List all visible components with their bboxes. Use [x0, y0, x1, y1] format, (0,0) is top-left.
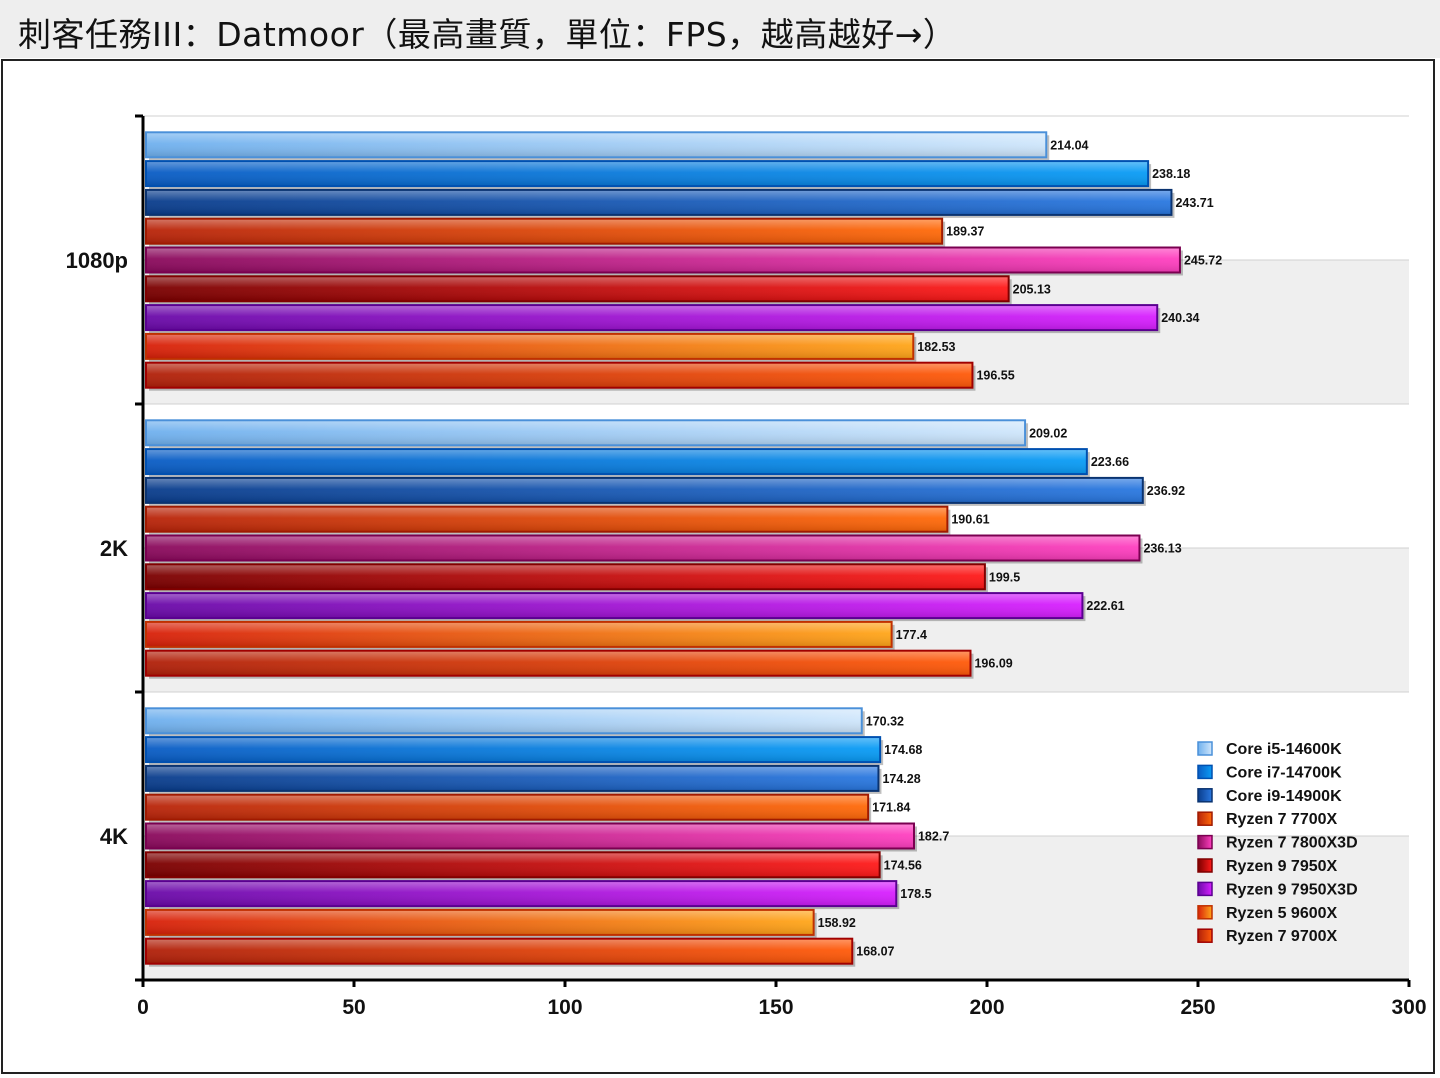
bar-highlight [147, 594, 1082, 618]
category-label: 2K [100, 536, 128, 561]
bar-highlight [147, 709, 861, 733]
bar-highlight [147, 824, 913, 848]
bar-value-label: 196.55 [976, 369, 1014, 383]
legend-label: Ryzen 7 7700X [1226, 811, 1338, 828]
bar-highlight [147, 162, 1148, 186]
category-label: 1080p [66, 248, 128, 273]
bar-value-label: 182.53 [917, 340, 955, 354]
legend-label: Ryzen 9 7950X [1226, 858, 1338, 875]
x-tick-label: 50 [342, 996, 365, 1019]
bar-highlight [147, 766, 878, 790]
bar-highlight [147, 853, 879, 877]
bar-highlight [147, 910, 813, 934]
legend-swatch [1197, 905, 1213, 920]
legend-swatch [1197, 788, 1213, 803]
bar-highlight [147, 651, 970, 675]
bar-highlight [147, 421, 1025, 445]
bar-value-label: 223.66 [1091, 455, 1129, 469]
bar-value-label: 238.18 [1152, 167, 1190, 181]
bar-value-label: 177.4 [896, 628, 927, 642]
legend-swatch [1197, 834, 1213, 850]
x-tick-label: 250 [1180, 996, 1215, 1019]
bar-value-label: 236.92 [1147, 484, 1185, 498]
x-tick-label: 100 [547, 996, 582, 1019]
x-tick-label: 150 [758, 996, 793, 1019]
bar-highlight [147, 306, 1157, 330]
legend-swatch [1197, 764, 1213, 780]
bar-value-label: 174.68 [884, 743, 922, 757]
bar-value-label: 170.32 [866, 714, 904, 728]
bar-value-label: 190.61 [951, 513, 989, 527]
bar-value-label: 214.04 [1050, 138, 1088, 152]
x-tick-label: 0 [137, 996, 149, 1019]
legend-label: Ryzen 9 7950X3D [1226, 881, 1358, 898]
legend-swatch [1197, 858, 1213, 873]
x-tick-label: 200 [969, 996, 1004, 1019]
bar-highlight [147, 536, 1139, 560]
bar-value-label: 222.61 [1086, 599, 1124, 613]
bar-highlight [147, 219, 942, 243]
bar-highlight [147, 882, 896, 906]
legend-label: Core i9-14900K [1226, 788, 1342, 805]
bar-value-label: 158.92 [818, 916, 856, 930]
legend-swatch [1197, 928, 1213, 943]
legend-swatch [1197, 811, 1213, 826]
bar-highlight [147, 277, 1008, 301]
bar-value-label: 168.07 [856, 945, 894, 959]
bar-highlight [147, 565, 984, 589]
bar-value-label: 205.13 [1013, 282, 1051, 296]
x-tick-label: 300 [1391, 996, 1426, 1019]
bar-highlight [147, 795, 868, 819]
title-bar: 刺客任務III：Datmoor（最高畫質，單位：FPS，越高越好→） [0, 0, 1440, 58]
legend-label: Core i5-14600K [1226, 741, 1342, 758]
bar-value-label: 243.71 [1175, 196, 1213, 210]
bar-highlight [147, 738, 880, 762]
legend-swatch [1197, 881, 1213, 897]
legend-swatch [1197, 741, 1213, 756]
bar-highlight [147, 939, 852, 963]
legend-label: Ryzen 7 9700X [1226, 928, 1338, 945]
chart-title: 刺客任務III：Datmoor（最高畫質，單位：FPS，越高越好→） [18, 15, 957, 54]
bar-value-label: 240.34 [1161, 311, 1199, 325]
bar-value-label: 209.02 [1029, 426, 1067, 440]
bar-value-label: 236.13 [1143, 542, 1181, 556]
bar-value-label: 182.7 [918, 830, 949, 844]
bar-highlight [147, 622, 891, 646]
bar-value-label: 174.56 [884, 858, 922, 872]
bar-highlight [147, 507, 947, 531]
bar-highlight [147, 248, 1179, 272]
bar-value-label: 245.72 [1184, 254, 1222, 268]
bar-highlight [147, 450, 1086, 474]
bar-highlight [147, 478, 1142, 502]
bar-highlight [147, 334, 913, 358]
bar-value-label: 199.5 [989, 570, 1020, 584]
bar-value-label: 178.5 [900, 887, 931, 901]
bar-value-label: 171.84 [872, 801, 910, 815]
legend-label: Ryzen 5 9600X [1226, 905, 1338, 922]
bar-value-label: 196.09 [974, 657, 1012, 671]
legend-label: Core i7-14700K [1226, 764, 1342, 781]
bar-highlight [147, 190, 1171, 214]
bar-highlight [147, 363, 972, 387]
legend-label: Ryzen 7 7800X3D [1226, 835, 1358, 852]
bar-value-label: 189.37 [946, 225, 984, 239]
category-label: 4K [100, 824, 128, 849]
bar-value-label: 174.28 [882, 772, 920, 786]
bar-highlight [147, 133, 1046, 157]
